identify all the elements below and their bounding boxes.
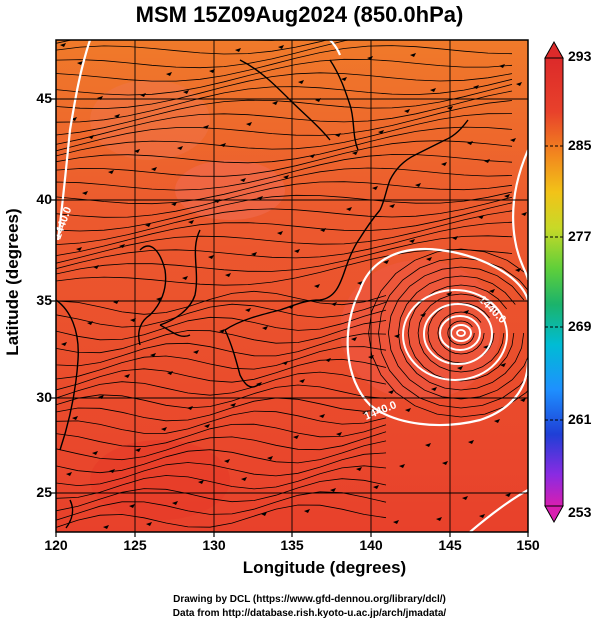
ytick-40: 40 bbox=[36, 191, 52, 207]
grid-lines bbox=[56, 40, 528, 532]
xtick-150: 150 bbox=[516, 537, 540, 553]
xtick-125: 125 bbox=[123, 537, 147, 553]
colorbar-label-285: 285 bbox=[568, 137, 592, 153]
colorbar-top-arrow bbox=[544, 40, 564, 59]
colorbar-bottom-arrow bbox=[544, 505, 564, 524]
ytick-45: 45 bbox=[36, 90, 52, 106]
colorbar-label-269: 269 bbox=[568, 318, 592, 334]
y-axis-label: Latitude (degrees) bbox=[3, 208, 22, 356]
credit-line-1: Drawing by DCL (https://www.gfd-dennou.o… bbox=[173, 594, 446, 605]
ytick-30: 30 bbox=[36, 389, 52, 405]
colorbar-label-253: 253 bbox=[568, 504, 592, 520]
wind-streamlines bbox=[56, 40, 528, 529]
xtick-145: 145 bbox=[438, 537, 462, 553]
credit-line-2: Data from http://database.rish.kyoto-u.a… bbox=[172, 608, 447, 619]
ytick-35: 35 bbox=[36, 292, 52, 308]
xtick-120: 120 bbox=[44, 537, 68, 553]
ytick-25: 25 bbox=[36, 484, 52, 500]
colorbar bbox=[544, 40, 564, 524]
xtick-140: 140 bbox=[359, 537, 383, 553]
coastlines bbox=[56, 59, 469, 529]
colorbar-label-261: 261 bbox=[568, 411, 592, 427]
x-axis-label: Longitude (degrees) bbox=[242, 558, 407, 577]
xtick-130: 130 bbox=[202, 537, 226, 553]
map-title: MSM 15Z09Aug2024 (850.0hPa) bbox=[135, 2, 464, 27]
geopotential-contours bbox=[56, 40, 528, 532]
colorbar-label-277: 277 bbox=[568, 228, 592, 244]
xtick-135: 135 bbox=[280, 537, 304, 553]
colorbar-label-293: 293 bbox=[568, 48, 592, 64]
